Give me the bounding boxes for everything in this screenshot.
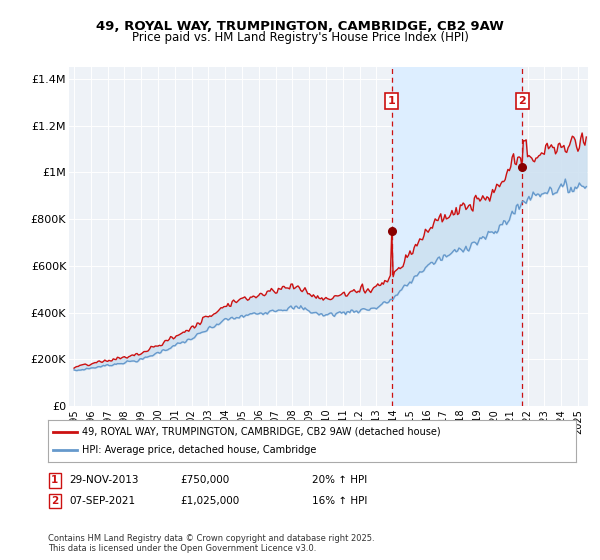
Text: 07-SEP-2021: 07-SEP-2021 xyxy=(69,496,135,506)
Text: 2: 2 xyxy=(51,496,58,506)
Text: Contains HM Land Registry data © Crown copyright and database right 2025.
This d: Contains HM Land Registry data © Crown c… xyxy=(48,534,374,553)
Text: 1: 1 xyxy=(51,475,58,486)
Text: Price paid vs. HM Land Registry's House Price Index (HPI): Price paid vs. HM Land Registry's House … xyxy=(131,31,469,44)
Text: 1: 1 xyxy=(388,96,395,106)
Text: 16% ↑ HPI: 16% ↑ HPI xyxy=(312,496,367,506)
Text: £750,000: £750,000 xyxy=(180,475,229,486)
Text: 2: 2 xyxy=(518,96,526,106)
Text: 49, ROYAL WAY, TRUMPINGTON, CAMBRIDGE, CB2 9AW: 49, ROYAL WAY, TRUMPINGTON, CAMBRIDGE, C… xyxy=(96,20,504,32)
Bar xyxy=(392,67,522,406)
Text: 49, ROYAL WAY, TRUMPINGTON, CAMBRIDGE, CB2 9AW (detached house): 49, ROYAL WAY, TRUMPINGTON, CAMBRIDGE, C… xyxy=(82,427,441,437)
Text: £1,025,000: £1,025,000 xyxy=(180,496,239,506)
Text: HPI: Average price, detached house, Cambridge: HPI: Average price, detached house, Camb… xyxy=(82,445,317,455)
Text: 20% ↑ HPI: 20% ↑ HPI xyxy=(312,475,367,486)
Text: 29-NOV-2013: 29-NOV-2013 xyxy=(69,475,139,486)
